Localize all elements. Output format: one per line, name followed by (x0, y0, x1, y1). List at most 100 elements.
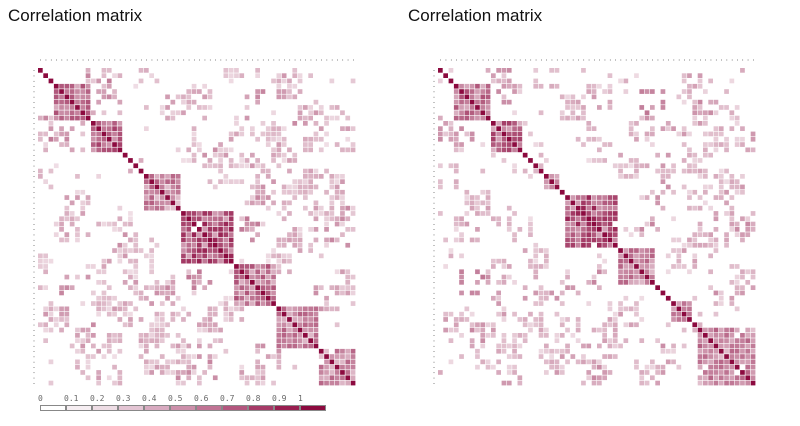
heatmap-cell (740, 290, 745, 296)
heatmap-cell (128, 258, 133, 264)
heatmap-cell (724, 242, 729, 248)
heatmap-cell (713, 136, 719, 142)
heatmap-cell (297, 89, 303, 94)
heatmap-cell (565, 285, 570, 290)
heatmap-cell (271, 285, 276, 290)
heatmap-cell (53, 221, 59, 227)
heatmap-cell (713, 227, 719, 232)
heatmap-cell (713, 348, 719, 354)
heatmap-cell (575, 317, 581, 322)
heatmap-cell (149, 333, 154, 338)
heatmap-cell (734, 280, 740, 285)
heatmap-cell (197, 274, 202, 280)
heatmap-cell (43, 179, 48, 184)
heatmap-cell (681, 242, 687, 248)
heatmap-cell (207, 232, 213, 237)
heatmap-cell (602, 200, 607, 206)
heatmap-cell (154, 280, 160, 285)
heatmap-cell (239, 179, 245, 184)
heatmap-cell (496, 68, 501, 73)
heatmap-cell (554, 68, 560, 73)
heatmap-cell (175, 147, 181, 153)
heatmap-cell (459, 290, 464, 296)
heatmap-cell (480, 343, 486, 349)
heatmap-cell (207, 216, 213, 222)
heatmap-cell (713, 327, 719, 333)
heatmap-cell (480, 327, 486, 333)
heatmap-cell (485, 89, 491, 94)
heatmap-cell (144, 359, 149, 365)
heatmap-cell (69, 147, 75, 153)
heatmap-cell (133, 258, 139, 264)
heatmap-cell (517, 121, 523, 126)
heatmap-cell (170, 285, 176, 290)
heatmap-cell (496, 280, 501, 285)
heatmap-cell (665, 168, 671, 174)
heatmap-cell (544, 343, 549, 349)
heatmap-cell (64, 131, 70, 137)
heatmap-cell (223, 295, 229, 301)
heatmap-cell (202, 211, 207, 216)
heatmap-cell (729, 216, 735, 222)
heatmap-cell (334, 380, 340, 386)
heatmap-cell (602, 269, 607, 275)
heatmap-cell (106, 94, 112, 100)
heatmap-cell (581, 142, 586, 147)
heatmap-cell (665, 295, 671, 301)
scale-tick-label: 0.7 (220, 394, 235, 403)
heatmap-cell (660, 126, 666, 131)
heatmap-cell (234, 121, 239, 126)
heatmap-cell (112, 380, 117, 386)
heatmap-cell (512, 110, 517, 116)
heatmap-cell (318, 174, 324, 179)
heatmap-cell (612, 237, 618, 243)
heatmap-cell (485, 68, 491, 73)
heatmap-cell (197, 147, 202, 153)
heatmap-cell (713, 338, 719, 343)
heatmap-cell (703, 200, 708, 206)
chart-title: Correlation matrix (8, 6, 143, 25)
heatmap-cell (491, 131, 496, 137)
heatmap-cell (448, 136, 454, 142)
heatmap-cell (218, 216, 223, 222)
heatmap-cell (276, 348, 282, 354)
heatmap-cell (491, 216, 496, 222)
heatmap-cell (650, 253, 655, 259)
heatmap-cell (565, 195, 570, 200)
heatmap-cell (724, 89, 729, 94)
heatmap-cell (506, 274, 512, 280)
heatmap-cell (602, 221, 607, 227)
heatmap-cell (512, 147, 517, 153)
heatmap-cell (133, 237, 139, 243)
heatmap-cell (623, 269, 629, 275)
heatmap-cell (260, 200, 266, 206)
heatmap-cell (276, 354, 282, 359)
heatmap-cell (117, 121, 123, 126)
heatmap-cell (340, 375, 345, 381)
heatmap-cell (281, 78, 287, 84)
heatmap-cell (212, 227, 218, 232)
heatmap-cell (106, 375, 112, 381)
heatmap-cell (197, 343, 202, 349)
heatmap-cell (639, 115, 645, 121)
heatmap-cell (634, 174, 639, 179)
heatmap-cell (260, 295, 266, 301)
heatmap-cell (181, 158, 186, 163)
heatmap-cell (340, 195, 345, 200)
heatmap-cell (271, 158, 276, 163)
heatmap-cell (671, 343, 676, 349)
heatmap-cell (750, 370, 756, 375)
heatmap-cell (501, 333, 507, 338)
heatmap-cell (255, 274, 260, 280)
heatmap-cell (191, 258, 197, 264)
heatmap-cell (48, 126, 54, 131)
heatmap-cell (154, 290, 160, 296)
heatmap-cell (313, 205, 319, 211)
heatmap-cell (459, 126, 464, 131)
heatmap-cell (676, 364, 682, 370)
heatmap-cell (69, 94, 75, 100)
heatmap-cell (575, 200, 581, 206)
heatmap-cell (644, 364, 650, 370)
heatmap-cell (138, 317, 144, 322)
heatmap-cell (318, 147, 324, 153)
